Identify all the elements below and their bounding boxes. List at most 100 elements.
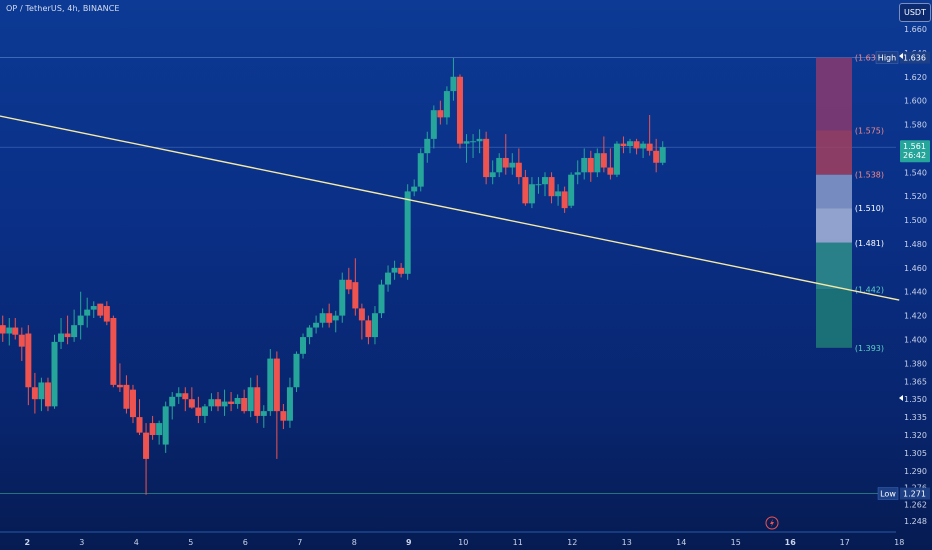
candle-body [129,389,136,418]
x-axis-tick-label: 4 [134,538,139,547]
candle-body [221,401,228,407]
price-countdown: 26:42 [903,151,926,160]
candle-body [430,110,437,139]
position-zone [816,130,852,175]
x-axis-tick-label: 16 [785,538,797,547]
candle-body [417,153,424,187]
candle-body [594,153,601,173]
candle-body [443,91,450,118]
candle-body [280,411,287,421]
position-zone [816,242,852,290]
candle-body [208,399,215,407]
candle-body [574,172,581,175]
x-axis-tick-label: 6 [243,538,248,547]
last-price-value: 1.561 [903,142,926,151]
x-axis-tick-label: 3 [79,538,84,547]
x-axis-tick-label: 18 [894,538,904,547]
candle-body [450,76,457,92]
x-axis-tick-label: 14 [676,538,686,547]
x-axis-tick-label: 12 [567,538,577,547]
y-axis-tick-label: 1.580 [904,121,927,130]
high-label: High [878,54,896,63]
candle-body [332,315,339,321]
candle-body [25,333,32,388]
candle-body [391,267,398,273]
candle-body [509,162,516,168]
candle-body [293,353,300,388]
candle-body [640,143,647,149]
candle-body [123,384,130,409]
candle-body [6,327,13,334]
candle-body [378,284,385,314]
x-axis-tick-label: 9 [406,538,412,547]
position-level-label: (1.442) [855,285,884,294]
candle-body [12,327,19,335]
high-price: 1.636 [903,54,926,63]
candle-body [404,191,411,274]
candle-body [64,333,71,338]
candle-body [398,267,405,274]
x-axis-tick-label: 2 [24,538,30,547]
x-axis-tick-label: 13 [622,538,632,547]
y-axis-tick-label: 1.620 [904,73,927,82]
candle-body [542,177,548,185]
candle-body [58,333,65,342]
y-axis-tick-label: 1.320 [904,431,927,440]
candle-body [260,411,267,416]
axis-arrow-icon [899,53,903,59]
currency-badge[interactable]: USDT [899,3,931,22]
x-axis-tick-label: 10 [458,538,468,547]
candle-body [646,143,653,151]
candle-body [339,279,346,316]
candle-body [483,138,490,178]
position-zone [816,289,852,348]
candle-body [84,309,91,316]
trendline [0,115,900,301]
position-level-label: (1.481) [855,239,884,248]
candle-body [273,358,280,412]
position-zone [816,208,852,243]
low-label-box [877,487,899,500]
candle-body [515,162,522,178]
position-level-label: (1.538) [855,171,884,180]
candle-body [627,141,634,147]
y-axis-tick-label: 1.660 [904,25,927,34]
candle-body [613,143,620,175]
y-axis-tick-label: 1.420 [904,312,927,321]
symbol-title[interactable]: OP / TetherUS, 4h, BINANCE [6,4,120,13]
candle-body [286,387,293,421]
candle-body [456,76,463,144]
candle-body [345,279,352,290]
candle-body [489,172,496,178]
x-axis-tick-label: 17 [840,538,850,547]
candle-body [424,138,431,154]
candle-body [476,138,483,142]
x-axis-tick-label: 7 [297,538,302,547]
y-axis-tick-label: 1.460 [904,264,927,273]
candle-body [169,396,176,407]
candle-body [561,191,568,209]
candle-body [71,325,78,338]
candle-body [44,382,51,407]
candle-body [581,157,588,173]
axis-arrow-icon [899,395,903,401]
candle-body [182,393,189,400]
x-axis-tick-label: 8 [352,538,357,547]
candle-body [31,387,38,400]
candle-body [234,398,241,404]
candle-body [136,417,143,433]
high-price-box [900,51,930,64]
candle-body [195,407,202,416]
x-axis-tick-label: 5 [188,538,193,547]
candle-body [358,308,365,321]
candle-body [620,143,627,147]
candle-body [77,315,84,326]
candle-body [437,110,444,118]
high-label-box [875,51,899,64]
position-level-label: (1.510) [855,204,884,213]
candle-body [306,327,313,338]
candle-body [254,387,261,416]
candle-body [528,184,535,204]
